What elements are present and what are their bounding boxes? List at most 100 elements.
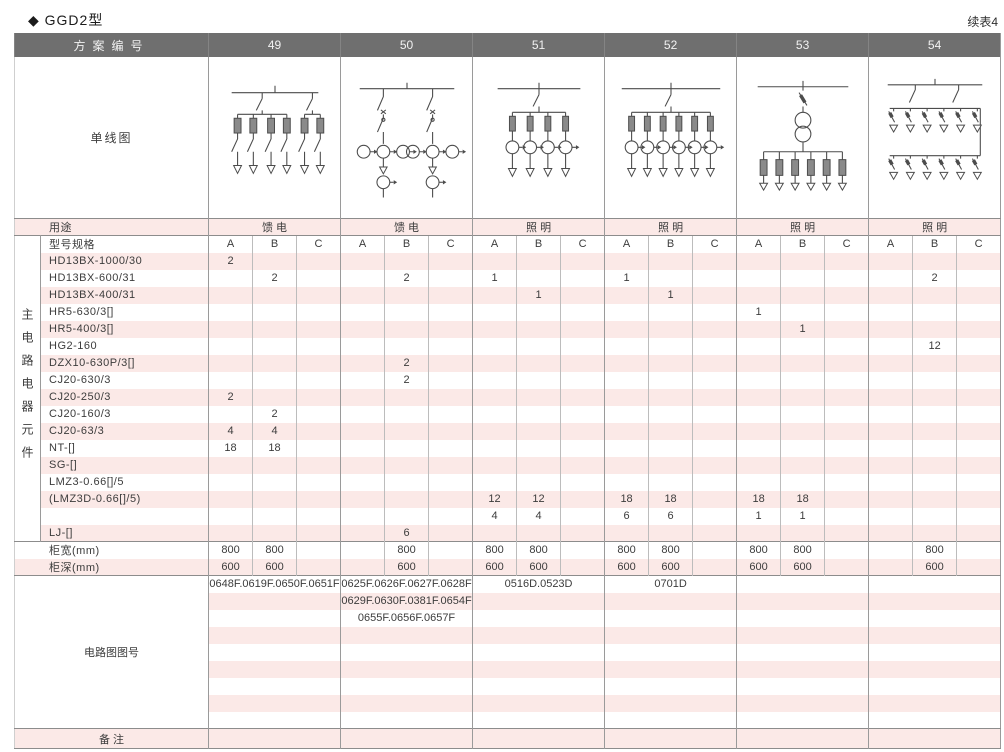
component-value xyxy=(692,354,737,372)
component-label xyxy=(41,508,209,525)
spec-subheader: B xyxy=(648,235,693,253)
circuit-number xyxy=(472,660,605,678)
component-value xyxy=(868,422,913,440)
component-value xyxy=(604,524,649,542)
cabinet-width-value: 800 xyxy=(912,541,957,559)
table-row xyxy=(14,660,1001,678)
component-value xyxy=(824,269,869,287)
circuit-number xyxy=(340,660,473,678)
component-value xyxy=(296,252,341,270)
component-label: LMZ3-0.66[]/5 xyxy=(49,476,124,488)
component-value xyxy=(956,252,1001,270)
component-value xyxy=(648,337,693,355)
component-value xyxy=(736,252,781,270)
component-value xyxy=(560,507,605,525)
component-value xyxy=(560,456,605,474)
component-value xyxy=(780,303,825,321)
component-value xyxy=(692,337,737,355)
title-bar: ◆ GGD2型 续表4 xyxy=(14,5,1000,33)
spec-subheader: A xyxy=(736,235,781,253)
component-value xyxy=(384,422,429,440)
component-value: 4 xyxy=(208,422,253,440)
circuit-number xyxy=(604,626,737,644)
table-row: CJ20-250/3 2 xyxy=(14,388,1001,406)
component-value xyxy=(868,439,913,457)
component-value xyxy=(472,252,517,270)
component-value xyxy=(912,422,957,440)
component-value xyxy=(780,388,825,406)
component-value xyxy=(868,337,913,355)
table-row: HD13BX-400/31 1 1 xyxy=(14,286,1001,304)
component-value: 2 xyxy=(912,269,957,287)
component-value xyxy=(736,439,781,457)
component-value xyxy=(868,371,913,389)
component-value xyxy=(604,473,649,491)
table-row: HR5-400/3[] 1 xyxy=(14,320,1001,338)
component-value xyxy=(252,286,297,304)
component-value: 2 xyxy=(208,252,253,270)
component-value xyxy=(780,524,825,542)
component-value xyxy=(296,439,341,457)
component-value: 2 xyxy=(208,388,253,406)
component-value xyxy=(340,252,385,270)
component-label: (LMZ3D-0.66[]/5) xyxy=(49,493,141,505)
component-value xyxy=(736,524,781,542)
circuit-number xyxy=(868,660,1001,678)
component-value xyxy=(824,490,869,508)
component-value xyxy=(516,473,561,491)
component-value xyxy=(340,473,385,491)
circuit-number xyxy=(340,677,473,695)
component-value xyxy=(384,490,429,508)
component-value xyxy=(560,371,605,389)
remark-value xyxy=(736,728,869,749)
cabinet-width-value: 800 xyxy=(516,541,561,559)
spec-subheader: B xyxy=(912,235,957,253)
cabinet-depth-value xyxy=(868,558,913,576)
component-value xyxy=(516,320,561,338)
component-value: 4 xyxy=(252,422,297,440)
component-value xyxy=(296,456,341,474)
component-value xyxy=(824,252,869,270)
component-value xyxy=(428,286,473,304)
cabinet-depth-value xyxy=(296,558,341,576)
spec-subheader: A xyxy=(340,235,385,253)
component-value: 1 xyxy=(736,507,781,525)
component-value xyxy=(472,405,517,423)
component-value xyxy=(516,439,561,457)
scheme-number-header: 方案编号 xyxy=(13,33,209,57)
component-value xyxy=(560,422,605,440)
component-value xyxy=(780,252,825,270)
component-value: 1 xyxy=(604,269,649,287)
table-row: CJ20-160/3 2 xyxy=(14,405,1001,423)
component-value xyxy=(648,269,693,287)
component-value xyxy=(692,320,737,338)
component-value xyxy=(340,439,385,457)
component-value xyxy=(428,320,473,338)
component-value xyxy=(912,354,957,372)
circuit-number xyxy=(340,643,473,661)
component-value xyxy=(780,473,825,491)
component-value: 2 xyxy=(384,371,429,389)
component-value xyxy=(296,524,341,542)
component-value xyxy=(208,456,253,474)
component-value xyxy=(824,303,869,321)
component-value xyxy=(912,439,957,457)
component-value xyxy=(604,320,649,338)
component-value xyxy=(516,303,561,321)
circuit-number xyxy=(868,694,1001,712)
single-line-diagram-label: 单线图 xyxy=(14,57,209,219)
component-value xyxy=(252,337,297,355)
component-label: HG2-160 xyxy=(49,340,98,352)
component-value xyxy=(560,388,605,406)
circuit-number xyxy=(208,592,341,610)
single-line-diagram-52 xyxy=(604,57,737,219)
component-value xyxy=(472,371,517,389)
circuit-number: 0648F.0619F.0650F.0651F xyxy=(208,575,341,593)
main-circuit-elements-vertical-label: 主电路电器元件 xyxy=(14,235,41,542)
component-value xyxy=(428,303,473,321)
spec-subheader: A xyxy=(208,235,253,253)
component-value xyxy=(648,303,693,321)
component-value xyxy=(560,337,605,355)
remark-value xyxy=(340,728,473,749)
cabinet-depth-value: 600 xyxy=(516,558,561,576)
